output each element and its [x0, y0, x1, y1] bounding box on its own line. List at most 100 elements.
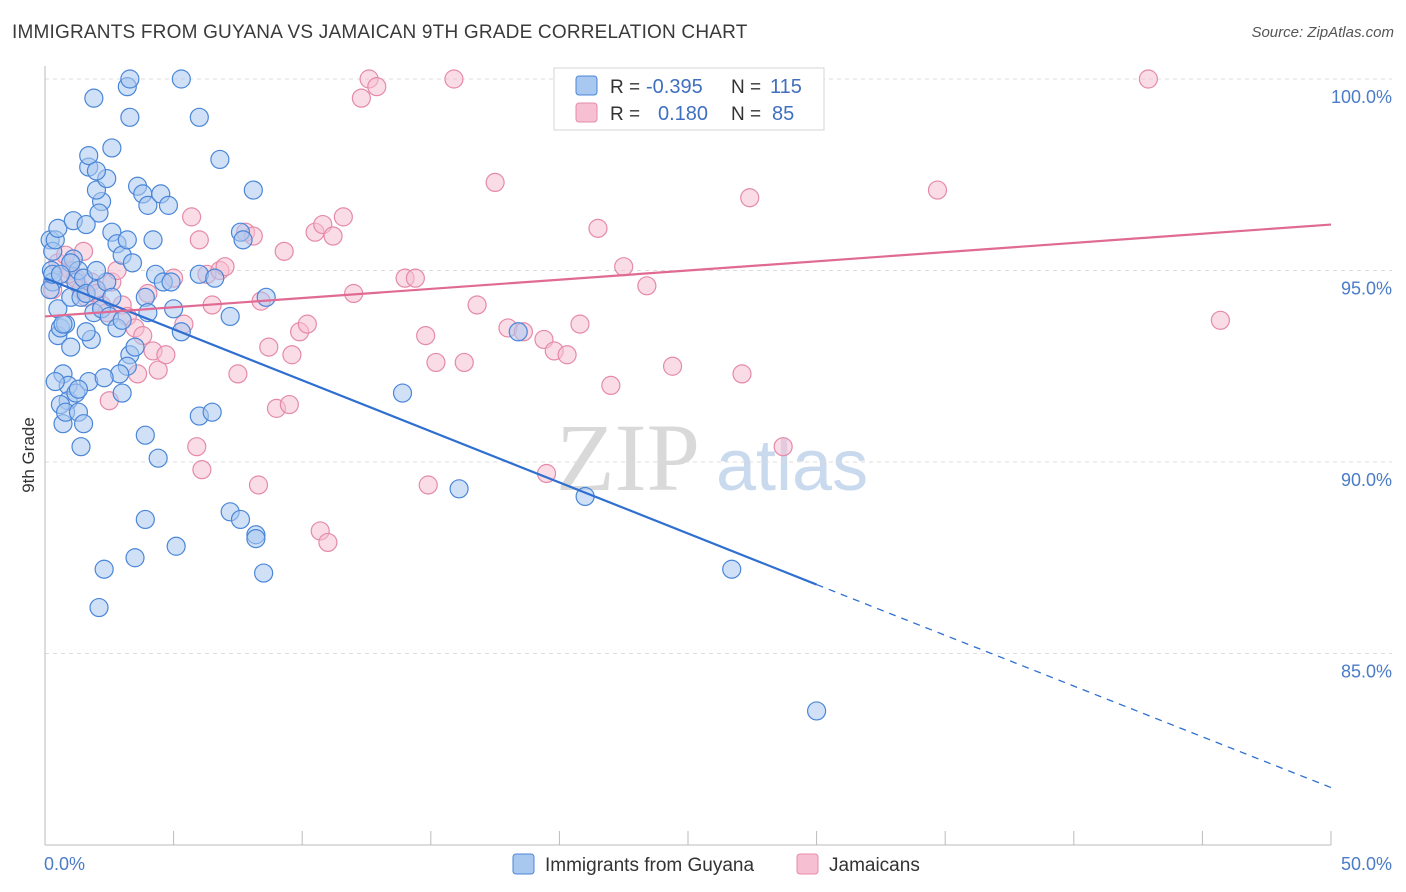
jamaicans-point-49 — [416, 326, 436, 346]
guyana-point-94 — [230, 509, 251, 530]
jamaicans-point-44 — [351, 88, 371, 108]
y-tick-label-3: 85.0% — [1341, 662, 1392, 682]
guyana-point-65 — [189, 107, 209, 127]
guyana-point-47 — [102, 138, 122, 158]
x-tick-label-right: 50.0% — [1341, 854, 1392, 874]
guyana-point-67 — [243, 180, 263, 200]
legend-swatch-blue — [575, 75, 598, 96]
guyana-point-71 — [205, 268, 225, 288]
guyana-point-26 — [73, 414, 94, 434]
y-tick-label-2: 90.0% — [1341, 470, 1392, 490]
legend-n-label-1: N = — [731, 77, 761, 98]
jamaicans-point-78 — [318, 532, 338, 553]
legend-r-label-2: R = — [610, 104, 640, 125]
jamaicans-point-79 — [418, 475, 438, 495]
legend-n-value-2: 85 — [772, 103, 794, 125]
jamaicans-point-75 — [248, 475, 269, 495]
guyana-point-99 — [449, 479, 469, 499]
guyana-point-51 — [86, 161, 107, 181]
guyana-point-49 — [79, 146, 99, 166]
guyana-point-106 — [94, 368, 114, 388]
jamaicans-point-65 — [662, 356, 683, 376]
y-tick-labels: 100.0% 95.0% 90.0% 85.0% — [1331, 87, 1392, 682]
guyana-point-105 — [68, 379, 89, 399]
jamaicans-point-69 — [773, 437, 793, 457]
jamaicans-point-41 — [323, 226, 343, 246]
guyana-point-73 — [161, 272, 181, 292]
bottom-legend-label-guyana: Immigrants from Guyana — [545, 855, 754, 876]
jamaicans-point-36 — [282, 345, 302, 365]
guyana-point-103 — [806, 701, 827, 721]
jamaicans-point-51 — [444, 69, 464, 89]
guyana-point-79 — [112, 383, 132, 403]
guyana-point-55 — [120, 107, 140, 127]
jamaicans-point-53 — [467, 295, 487, 315]
guyana-point-54 — [120, 69, 140, 89]
guyana-point-111 — [76, 214, 96, 235]
guyana-point-91 — [94, 559, 114, 579]
bottom-legend-label-jamaicans: Jamaicans — [829, 855, 920, 876]
guyana-point-82 — [220, 306, 240, 327]
jamaicans-point-52 — [454, 352, 474, 373]
guyana-point-98 — [392, 383, 413, 403]
legend-r-label-1: R = — [610, 77, 640, 98]
jamaicans-point-62 — [601, 375, 621, 395]
guyana-point-27 — [71, 437, 91, 457]
jamaicans-point-76 — [279, 394, 299, 415]
jamaicans-point-61 — [588, 218, 608, 238]
jamaicans-point-72 — [1210, 310, 1231, 330]
jamaicans-point-50 — [426, 352, 446, 373]
watermark-atlas: atlas — [716, 426, 868, 506]
guyana-point-85 — [148, 448, 168, 468]
correlation-legend: R = -0.395 N = 115 R = 0.180 N = 85 — [553, 67, 825, 131]
jamaicans-point-59 — [557, 345, 577, 365]
legend-swatch-pink — [575, 102, 598, 123]
legend-n-label-2: N = — [731, 104, 761, 125]
y-tick-label-1: 95.0% — [1341, 279, 1392, 299]
jamaicans-point-42 — [333, 207, 353, 227]
guyana-point-23 — [61, 337, 81, 357]
guyana-point-52 — [89, 203, 109, 223]
guyana-point-102 — [722, 559, 742, 579]
guyana-point-114 — [86, 260, 107, 281]
jamaicans-point-63 — [614, 257, 634, 277]
jamaicans-point-20 — [156, 345, 176, 365]
jamaicans-point-29 — [228, 364, 248, 384]
guyana-point-107 — [53, 314, 73, 334]
guyana-point-30 — [76, 322, 96, 342]
guyana-point-59 — [143, 230, 163, 250]
jamaicans-point-19 — [148, 360, 168, 380]
guyana-point-64 — [171, 69, 191, 89]
bottom-legend-swatch-guyana — [512, 853, 535, 875]
guyana-point-96 — [246, 528, 266, 549]
jamaicans-point-71 — [1138, 69, 1158, 89]
jamaicans-trend-line — [44, 223, 1332, 318]
jamaicans-point-54 — [485, 172, 505, 193]
guyana-point-77 — [125, 337, 145, 357]
legend-r-value-1: -0.395 — [646, 76, 703, 98]
jamaicans-point-74 — [192, 460, 212, 480]
guyana-point-43 — [117, 230, 137, 250]
guyana-point-92 — [89, 597, 109, 618]
legend-r-value-2: 0.180 — [658, 103, 708, 125]
guyana-point-89 — [166, 536, 186, 556]
guyana-point-83 — [256, 287, 276, 307]
y-axis-title: 9th Grade — [19, 417, 38, 493]
jamaicans-point-46 — [367, 77, 387, 97]
legend-box — [553, 67, 825, 131]
y-tick-label-0: 100.0% — [1331, 87, 1392, 107]
legend-n-value-1: 115 — [770, 76, 802, 98]
jamaicans-point-60 — [570, 314, 590, 334]
guyana-trend-line — [44, 277, 818, 586]
jamaicans-point-48 — [405, 268, 425, 288]
jamaicans-point-67 — [732, 364, 752, 384]
guyana-point-97 — [254, 563, 274, 583]
series-guyana-points — [40, 69, 827, 721]
guyana-point-88 — [135, 509, 155, 530]
jamaicans-point-68 — [740, 188, 760, 208]
jamaicans-point-35 — [274, 241, 294, 261]
guyana-point-58 — [138, 195, 158, 215]
guyana-point-44 — [122, 253, 143, 273]
trend-lines — [44, 223, 1332, 789]
